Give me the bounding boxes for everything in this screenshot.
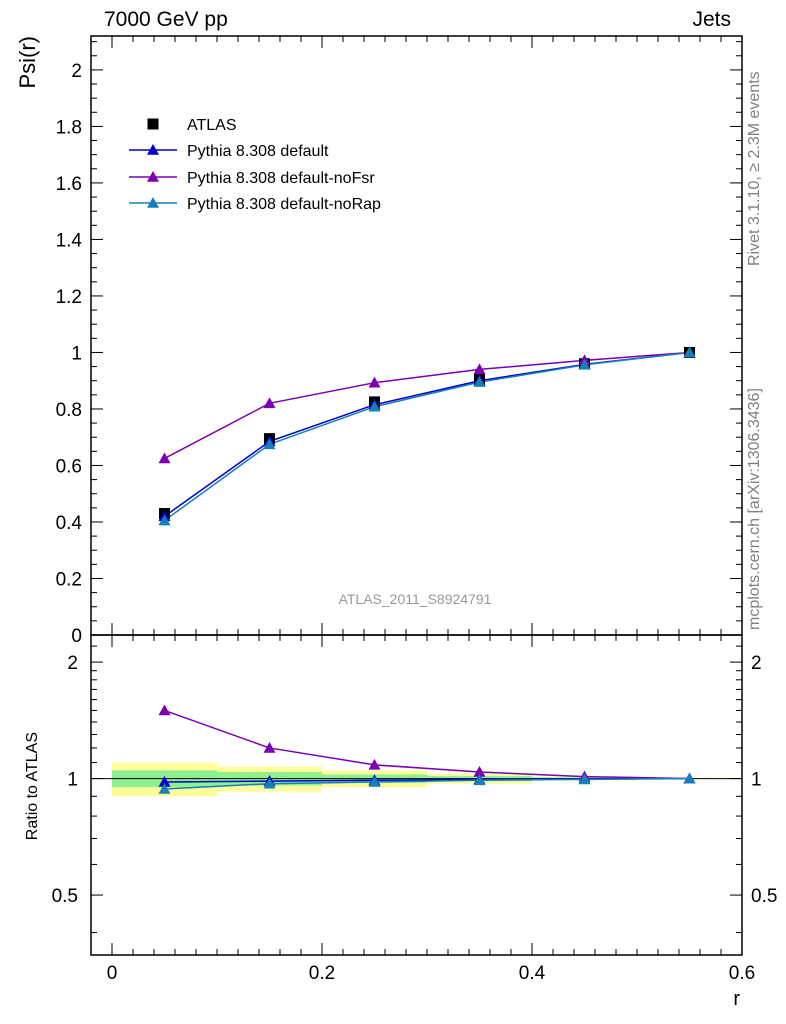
data-point-pythia-8-308-default-norap [158, 514, 171, 526]
ratio-x-tick-label: 0.4 [519, 963, 546, 984]
ratio-point-pythia-8-308-default-norap [263, 777, 276, 789]
ratio-y-tick-label-right: 0.5 [751, 886, 777, 907]
legend-label: Pythia 8.308 default [187, 143, 329, 160]
main-y-tick-label: 0.6 [56, 456, 82, 477]
main-y-tick-label: 0 [71, 626, 82, 647]
legend-label: Pythia 8.308 default-noFsr [187, 170, 375, 187]
data-point-pythia-8-308-default-norap [683, 346, 696, 358]
ratio-y-tick-label-right: 1 [751, 770, 762, 791]
header-observable: Jets [692, 8, 731, 31]
main-y-tick-label: 1.2 [56, 287, 82, 308]
series-line-pythia-8-308-default-norap [164, 351, 690, 522]
data-point-pythia-8-308-default-norap [578, 358, 591, 370]
legend-label: Pythia 8.308 default-noRap [187, 196, 381, 213]
data-point-pythia-8-308-default-norap [368, 400, 381, 412]
legend-marker [147, 118, 159, 130]
ratio-y-tick-label: 2 [67, 653, 78, 674]
data-point-pythia-8-308-default-nofsr [158, 452, 171, 464]
data-point-pythia-8-308-default-norap [263, 438, 276, 450]
ratio-y-tick-label: 0.5 [52, 886, 78, 907]
ratio-point-pythia-8-308-default-norap [158, 782, 171, 794]
ratio-line-pythia-8-308-default-nofsr [164, 709, 690, 780]
ratio-point-pythia-8-308-default-nofsr [473, 765, 486, 777]
data-point-pythia-8-308-default-norap [473, 376, 486, 387]
legend-label: ATLAS [187, 117, 237, 134]
ratio-point-pythia-8-308-default-norap [683, 772, 696, 784]
legend-marker [147, 144, 159, 155]
analysis-watermark: ATLAS_2011_S8924791 [339, 591, 492, 607]
ratio-point-pythia-8-308-default [158, 775, 171, 787]
ratio-point-pythia-8-308-default-nofsr [263, 741, 276, 753]
header-process: 7000 GeV pp [104, 8, 228, 31]
series-line-pythia-8-308-default-nofsr [164, 351, 690, 460]
ratio-x-tick-label: 0 [107, 963, 118, 984]
x-axis-title: r [733, 988, 740, 1010]
main-y-tick-label: 1.8 [56, 117, 82, 138]
ratio-point-pythia-8-308-default-norap [473, 774, 486, 786]
ratio-y-tick-label: 1 [67, 770, 78, 791]
main-y-tick-label: 1 [71, 343, 82, 364]
ratio-plot-frame [90, 634, 743, 956]
ratio-x-tick-label: 0.2 [309, 963, 335, 984]
data-point-pythia-8-308-default-nofsr [368, 376, 381, 388]
series-line-pythia-8-308-default [164, 351, 690, 517]
legend-marker [147, 197, 159, 208]
ratio-point-pythia-8-308-default-norap [578, 773, 591, 785]
main-y-tick-label: 1.4 [56, 230, 83, 251]
ratio-line-pythia-8-308-default-norap [164, 777, 690, 790]
ratio-x-tick-label: 0.6 [729, 963, 755, 984]
main-y-tick-label: 1.6 [56, 174, 82, 195]
main-y-tick-label: 0.8 [56, 400, 82, 421]
data-point-pythia-8-308-default-nofsr [263, 397, 276, 409]
legend-marker [147, 171, 159, 182]
ratio-point-pythia-8-308-default-nofsr [368, 758, 381, 770]
ratio-y-axis-title: Ratio to ATLAS [24, 732, 41, 840]
main-y-tick-label: 2 [71, 61, 82, 82]
ratio-y-tick-label-right: 2 [751, 653, 762, 674]
ratio-point-pythia-8-308-default-nofsr [158, 704, 171, 716]
ratio-point-pythia-8-308-default-norap [368, 775, 381, 787]
main-y-tick-label: 0.2 [56, 569, 82, 590]
main-y-axis-title: Psi(r) [15, 36, 40, 89]
main-y-tick-label: 0.4 [56, 513, 83, 534]
data-point-pythia-8-308-default-nofsr [473, 363, 486, 375]
